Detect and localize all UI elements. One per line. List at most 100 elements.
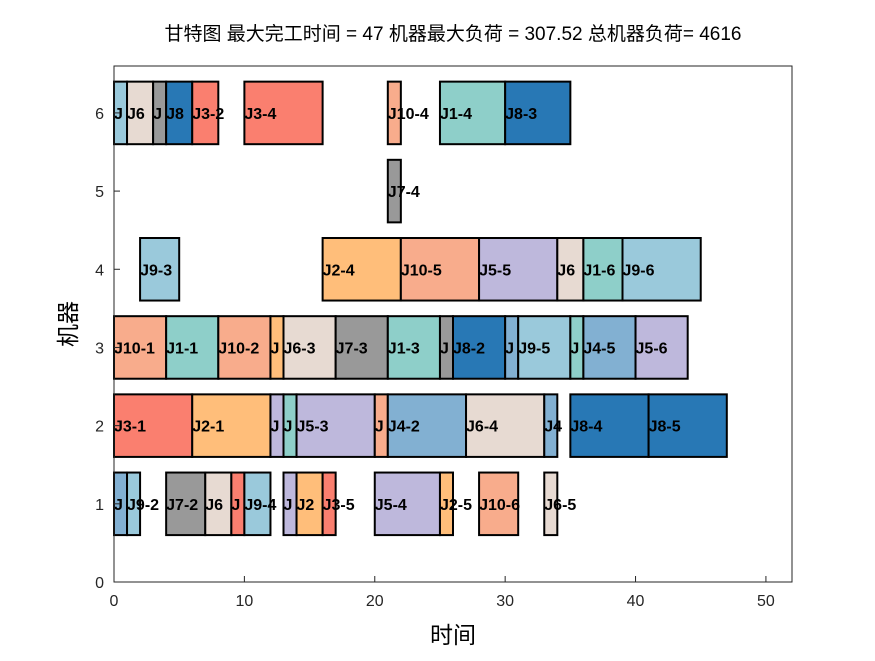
task-label: J10-4 xyxy=(388,106,429,123)
task-label: J xyxy=(153,106,162,123)
task-label: J xyxy=(270,419,279,436)
task-bar xyxy=(191,80,220,146)
task-label: J8-5 xyxy=(649,419,681,436)
y-axis: 0 1 2 3 4 5 6 xyxy=(95,106,120,592)
task-label: J6-3 xyxy=(284,340,316,357)
task-label: J2-4 xyxy=(323,262,355,279)
task-label: J9-4 xyxy=(244,497,276,514)
y-tick-label: 1 xyxy=(95,497,104,514)
task-label: J5-4 xyxy=(375,497,407,514)
task-bar xyxy=(282,315,337,380)
y-tick-label: 6 xyxy=(95,106,104,123)
task-bar xyxy=(504,80,572,146)
task-label: J8-3 xyxy=(505,106,537,123)
task-label: J xyxy=(231,497,240,514)
task-bar xyxy=(386,393,468,458)
x-tick-label: 0 xyxy=(110,593,119,610)
task-label: J5-5 xyxy=(479,262,511,279)
task-label: J2 xyxy=(297,497,315,514)
task-label: J xyxy=(570,340,579,357)
x-tick-label: 20 xyxy=(366,593,384,610)
x-axis: 0 10 20 30 40 50 xyxy=(110,576,775,610)
task-bar xyxy=(634,315,689,380)
task-label: J7-2 xyxy=(166,497,198,514)
task-label: J10-2 xyxy=(218,340,259,357)
task-bar xyxy=(621,237,702,302)
y-tick-label: 5 xyxy=(95,184,104,201)
task-bar xyxy=(543,471,559,537)
task-label: J10-5 xyxy=(401,262,442,279)
task-label: J7-4 xyxy=(388,184,420,201)
task-label: J8-2 xyxy=(453,340,485,357)
task-label: J5-3 xyxy=(297,419,329,436)
task-bar xyxy=(386,80,402,146)
task-label: J8 xyxy=(166,106,184,123)
task-label: J6-4 xyxy=(466,419,498,436)
task-label: J1-6 xyxy=(583,262,615,279)
task-bar xyxy=(647,393,728,458)
task-bar xyxy=(126,471,142,537)
task-bar xyxy=(295,471,324,537)
y-axis-label: 机器 xyxy=(55,301,81,347)
y-tick-label: 0 xyxy=(95,575,104,592)
task-bar xyxy=(517,315,572,380)
task-label: J4 xyxy=(544,419,562,436)
task-label: J6 xyxy=(127,106,145,123)
task-label: J9-2 xyxy=(127,497,159,514)
task-label: J xyxy=(505,340,514,357)
x-tick-label: 50 xyxy=(757,593,775,610)
task-bar xyxy=(452,315,507,380)
task-label: J9-6 xyxy=(623,262,655,279)
y-tick-label: 4 xyxy=(95,262,104,279)
task-label: J xyxy=(114,106,123,123)
task-label: J7-3 xyxy=(336,340,368,357)
task-label: J xyxy=(270,340,279,357)
task-label: J6 xyxy=(205,497,223,514)
task-label: J8-4 xyxy=(570,419,602,436)
task-bar xyxy=(438,471,455,537)
task-bar xyxy=(478,471,520,537)
task-bar xyxy=(126,80,155,146)
task-label: J xyxy=(284,419,293,436)
task-bar xyxy=(399,237,481,302)
task-label: J3-4 xyxy=(244,106,276,123)
task-bar xyxy=(386,315,441,380)
task-label: J3-1 xyxy=(114,419,146,436)
task-label: J5-6 xyxy=(636,340,668,357)
task-label: J9-5 xyxy=(518,340,550,357)
task-label: J6-5 xyxy=(544,497,576,514)
task-bar xyxy=(113,315,168,380)
task-label: J3-5 xyxy=(323,497,355,514)
task-bar xyxy=(165,315,220,380)
task-bar xyxy=(465,393,546,458)
task-bar xyxy=(217,315,272,380)
task-bar xyxy=(543,393,559,458)
task-bar xyxy=(139,237,181,302)
task-bar xyxy=(478,237,559,302)
task-bar xyxy=(321,471,337,537)
y-tick-label: 2 xyxy=(95,419,104,436)
task-label: J3-2 xyxy=(192,106,224,123)
task-label: J2-1 xyxy=(192,419,224,436)
x-tick-label: 40 xyxy=(627,593,645,610)
task-bar xyxy=(204,471,233,537)
task-label: J1-3 xyxy=(388,340,420,357)
task-label: J4-5 xyxy=(583,340,615,357)
x-tick-label: 10 xyxy=(235,593,253,610)
task-label: J1-1 xyxy=(166,340,198,357)
task-label: J xyxy=(284,497,293,514)
task-label: J6 xyxy=(557,262,575,279)
task-label: J4-2 xyxy=(388,419,420,436)
task-label: J xyxy=(440,340,449,357)
x-tick-label: 30 xyxy=(496,593,514,610)
task-label: J xyxy=(375,419,384,436)
task-label: J1-4 xyxy=(440,106,472,123)
task-label: J10-1 xyxy=(114,340,155,357)
task-label: J10-6 xyxy=(479,497,520,514)
task-bar xyxy=(334,315,389,380)
axes-box xyxy=(113,65,793,583)
chart-title: 甘特图 最大完工时间 = 47 机器最大负荷 = 307.52 总机器负荷= 4… xyxy=(164,23,741,45)
task-bar xyxy=(243,80,324,146)
task-bar xyxy=(373,471,441,537)
